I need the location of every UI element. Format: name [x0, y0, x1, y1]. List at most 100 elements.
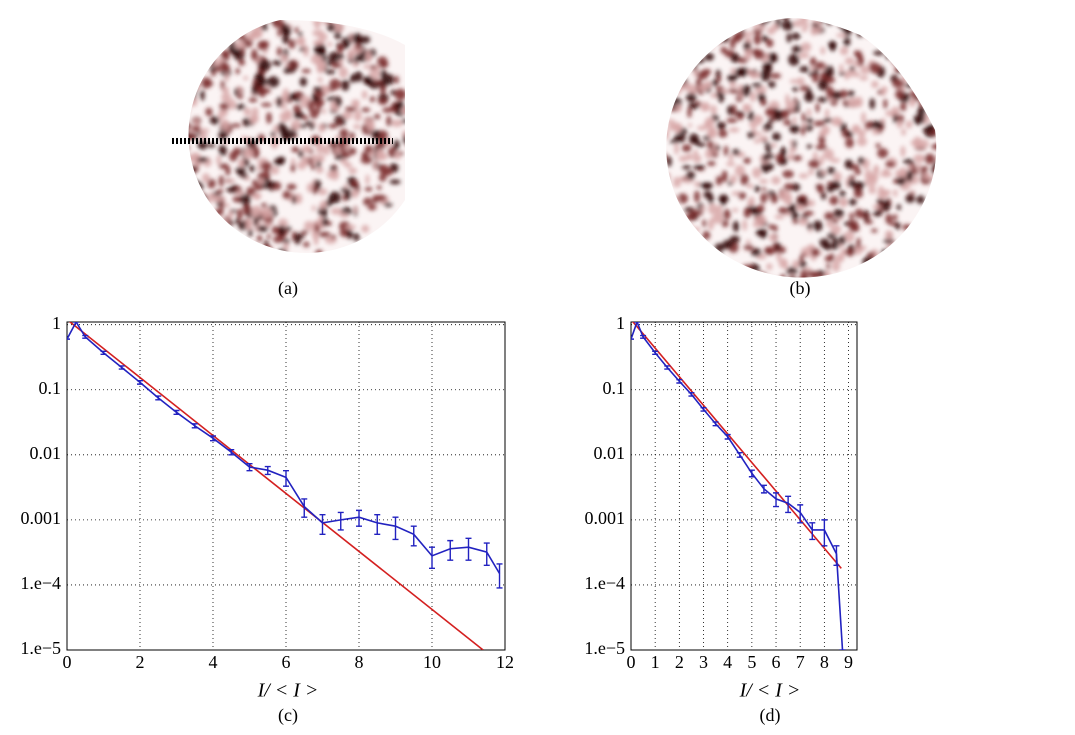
speckle	[800, 124, 806, 136]
speckle	[168, 152, 178, 159]
speckle	[180, 168, 186, 173]
speckle	[368, 203, 376, 211]
speckle	[909, 90, 918, 98]
speckle	[173, 191, 185, 202]
speckle	[906, 170, 914, 182]
speckle	[810, 25, 817, 36]
speckle	[895, 169, 907, 178]
error-bar	[640, 334, 647, 339]
speckle	[175, 158, 187, 166]
speckle	[860, 214, 871, 219]
speckle	[216, 189, 224, 194]
speckle	[242, 117, 250, 127]
speckle	[334, 146, 341, 154]
speckle	[199, 60, 205, 69]
speckle	[820, 192, 827, 200]
speckle	[278, 224, 286, 237]
speckle	[715, 145, 721, 151]
speckle	[178, 127, 185, 137]
speckle	[374, 113, 381, 120]
error-bar	[809, 522, 816, 541]
speckle	[324, 69, 336, 75]
speckle	[239, 193, 251, 205]
speckle	[672, 177, 685, 183]
speckle	[307, 99, 315, 112]
speckle	[765, 162, 774, 171]
speckle	[348, 147, 357, 156]
speckle	[896, 175, 906, 186]
speckle	[261, 206, 273, 219]
speckle	[685, 213, 697, 222]
speckle	[689, 139, 701, 144]
speckle	[868, 186, 876, 195]
speckle	[167, 124, 178, 132]
speckle	[298, 95, 311, 102]
speckle	[707, 160, 716, 167]
speckle	[848, 198, 857, 206]
speckle	[707, 128, 718, 139]
speckle	[757, 92, 766, 102]
speckle	[224, 70, 229, 83]
speckle	[282, 34, 290, 44]
speckle	[188, 66, 194, 79]
speckle	[697, 70, 709, 80]
speckle	[720, 88, 730, 94]
speckle	[311, 153, 317, 165]
speckle	[770, 143, 777, 148]
speckle	[826, 184, 835, 193]
speckle	[261, 22, 268, 31]
speckle	[752, 82, 762, 88]
speckle	[885, 39, 892, 44]
speckle	[828, 18, 835, 19]
speckle	[245, 24, 250, 30]
speckle	[798, 260, 807, 268]
speckle	[935, 164, 937, 174]
speckle	[791, 155, 802, 162]
speckle	[290, 164, 296, 173]
speckle	[826, 263, 831, 269]
speckle	[781, 108, 790, 119]
speckle	[869, 98, 876, 110]
speckle	[258, 20, 268, 25]
speckle	[729, 174, 738, 184]
speckle	[300, 230, 309, 235]
speckle	[317, 76, 323, 83]
speckle	[905, 120, 913, 129]
speckle	[298, 31, 303, 38]
speckle	[192, 201, 200, 212]
speckle	[783, 119, 792, 126]
x-tick-label: 2	[136, 652, 145, 672]
speckle	[745, 36, 751, 43]
speckle	[188, 153, 198, 163]
speckle	[780, 274, 786, 278]
speckle	[315, 249, 323, 253]
speckle	[693, 149, 698, 156]
speckle	[742, 264, 754, 271]
speckle	[341, 37, 351, 49]
speckle	[223, 178, 236, 184]
speckle	[781, 20, 794, 31]
speckle	[893, 178, 898, 184]
speckle	[364, 186, 373, 192]
y-tick-label: 1.e−4	[584, 573, 625, 593]
speckle	[806, 144, 812, 149]
error-bar	[833, 545, 840, 567]
speckle	[262, 250, 267, 253]
speckle	[660, 130, 664, 140]
speckle	[708, 203, 718, 215]
speckle	[283, 126, 289, 132]
y-tick-label: 1.e−5	[20, 638, 61, 658]
speckle	[272, 235, 284, 243]
speckle	[768, 11, 778, 17]
speckle	[771, 132, 781, 141]
speckle	[203, 47, 215, 55]
speckle	[326, 96, 337, 102]
y-tick-label: 1.e−4	[20, 573, 61, 593]
speckle	[363, 75, 373, 86]
speckle	[847, 179, 856, 188]
speckle	[200, 77, 212, 89]
speckle	[839, 197, 848, 207]
speckle	[751, 248, 762, 257]
speckle	[727, 105, 735, 116]
speckle	[743, 244, 754, 251]
